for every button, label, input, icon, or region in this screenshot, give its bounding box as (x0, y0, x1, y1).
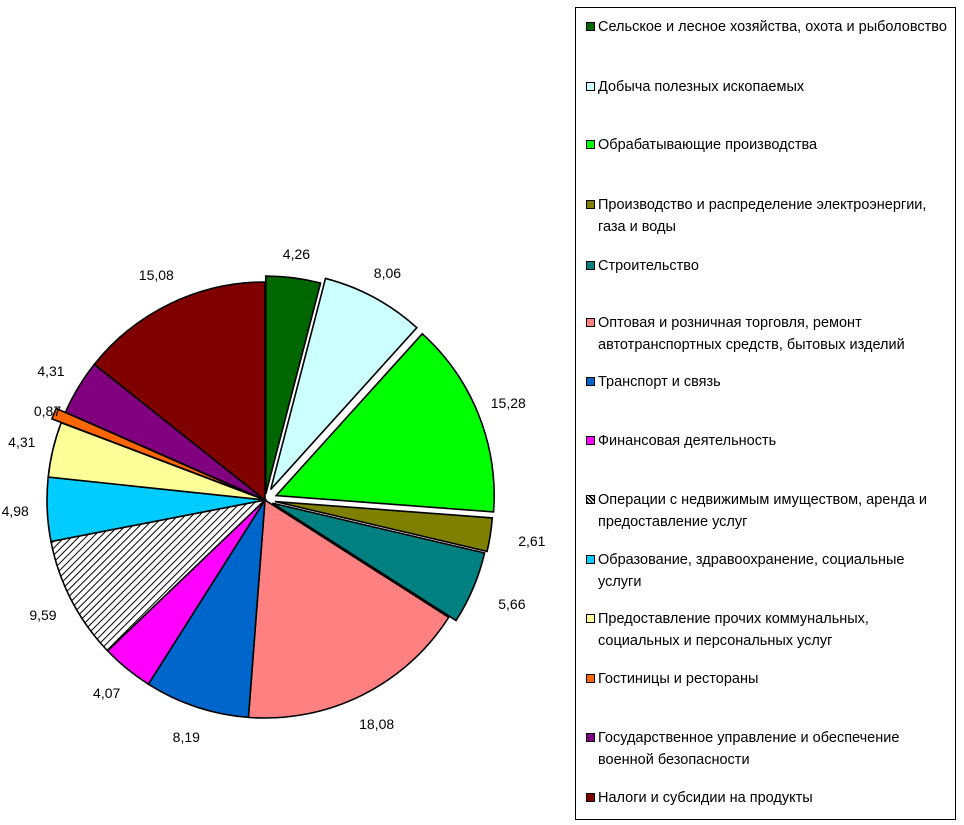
legend-label: Образование, здравоохранение, социальные… (598, 552, 905, 590)
legend-item: Предоставление прочих коммунальных, соци… (586, 608, 948, 652)
legend-item: Обрабатывающие производства (586, 134, 948, 156)
data-label-2: 8,06 (373, 264, 402, 281)
pie-slice-4 (274, 500, 494, 553)
legend-label: Государственное управление и обеспечение… (598, 730, 900, 768)
legend-swatch (586, 495, 595, 504)
legend-swatch (586, 82, 595, 91)
legend: Сельское и лесное хозяйства, охота и рыб… (575, 7, 956, 820)
data-label-4: 2,61 (518, 533, 546, 550)
legend-swatch (586, 318, 595, 327)
pie-chart: 4,26 8,06 15,28 2,61 5,66 18,08 8,19 4,07 9,59 4,… (1, 245, 546, 746)
pie-slice-5 (271, 502, 486, 622)
legend-label: Финансовая деятельность (598, 433, 777, 449)
legend-item: Государственное управление и обеспечение… (586, 727, 948, 771)
legend-item: Производство и распределение электроэнер… (586, 194, 948, 238)
legend-item: Образование, здравоохранение, социальные… (586, 549, 948, 593)
legend-swatch (586, 733, 595, 742)
data-label-1: 4,26 (282, 245, 311, 262)
legend-label: Налоги и субсидии на продукты (598, 790, 813, 806)
legend-swatch (586, 22, 595, 31)
pie-slice-6 (247, 498, 450, 719)
legend-item: Операции с недвижимым имуществом, аренда… (586, 489, 948, 533)
legend-item: Транспорт и связь (586, 371, 948, 393)
data-label-6: 18,08 (359, 715, 395, 732)
pie-slice-7 (147, 499, 266, 719)
legend-label: Предоставление прочих коммунальных, соци… (598, 611, 869, 649)
legend-swatch (586, 793, 595, 802)
data-label-12: 0,87 (33, 403, 62, 419)
legend-label: Сельское и лесное хозяйства, охота и рыб… (598, 19, 947, 35)
pie-slice-9 (50, 498, 268, 652)
legend-label: Добыча полезных ископаемых (598, 79, 805, 95)
legend-swatch (586, 674, 595, 683)
data-label-8: 4,07 (93, 685, 121, 702)
legend-item: Строительство (586, 255, 948, 277)
legend-item: Сельское и лесное хозяйства, охота и рыб… (586, 16, 948, 38)
data-label-14: 15,08 (138, 266, 174, 283)
data-label-3: 15,28 (490, 394, 526, 411)
data-label-11: 4,31 (8, 434, 36, 451)
legend-label: Строительство (598, 258, 699, 274)
legend-item: Добыча полезных ископаемых (586, 76, 948, 98)
legend-label: Обрабатывающие производства (598, 137, 818, 153)
legend-swatch (586, 436, 595, 445)
legend-item: Финансовая деятельность (586, 430, 948, 452)
data-label-7: 8,19 (172, 729, 200, 746)
legend-item: Налоги и субсидии на продукты (586, 787, 948, 809)
pie-slice-14 (93, 281, 266, 502)
data-label-10: 4,98 (1, 502, 29, 519)
data-label-13: 4,31 (37, 362, 65, 379)
legend-label: Производство и распределение электроэнер… (598, 197, 927, 235)
legend-swatch (586, 614, 595, 623)
pie-slice-3 (274, 332, 495, 513)
legend-swatch (586, 140, 595, 149)
pie-chart-svg (46, 275, 495, 719)
legend-item: Гостиницы и рестораны (586, 668, 948, 690)
legend-label: Операции с недвижимым имуществом, аренда… (598, 492, 928, 530)
legend-swatch (586, 555, 595, 564)
data-label-9: 9,59 (29, 606, 57, 623)
pie-slice-2 (269, 277, 418, 490)
legend-label: Транспорт и связь (598, 374, 721, 390)
data-label-5: 5,66 (498, 596, 526, 613)
legend-swatch (586, 377, 595, 386)
pie-slice-1 (264, 275, 322, 495)
legend-label: Гостиницы и рестораны (598, 671, 759, 687)
legend-item: Оптовая и розничная торговля, ремонт авт… (586, 312, 948, 356)
legend-label: Оптовая и розничная торговля, ремонт авт… (598, 315, 905, 353)
legend-swatch (586, 200, 595, 209)
legend-swatch (586, 261, 595, 270)
